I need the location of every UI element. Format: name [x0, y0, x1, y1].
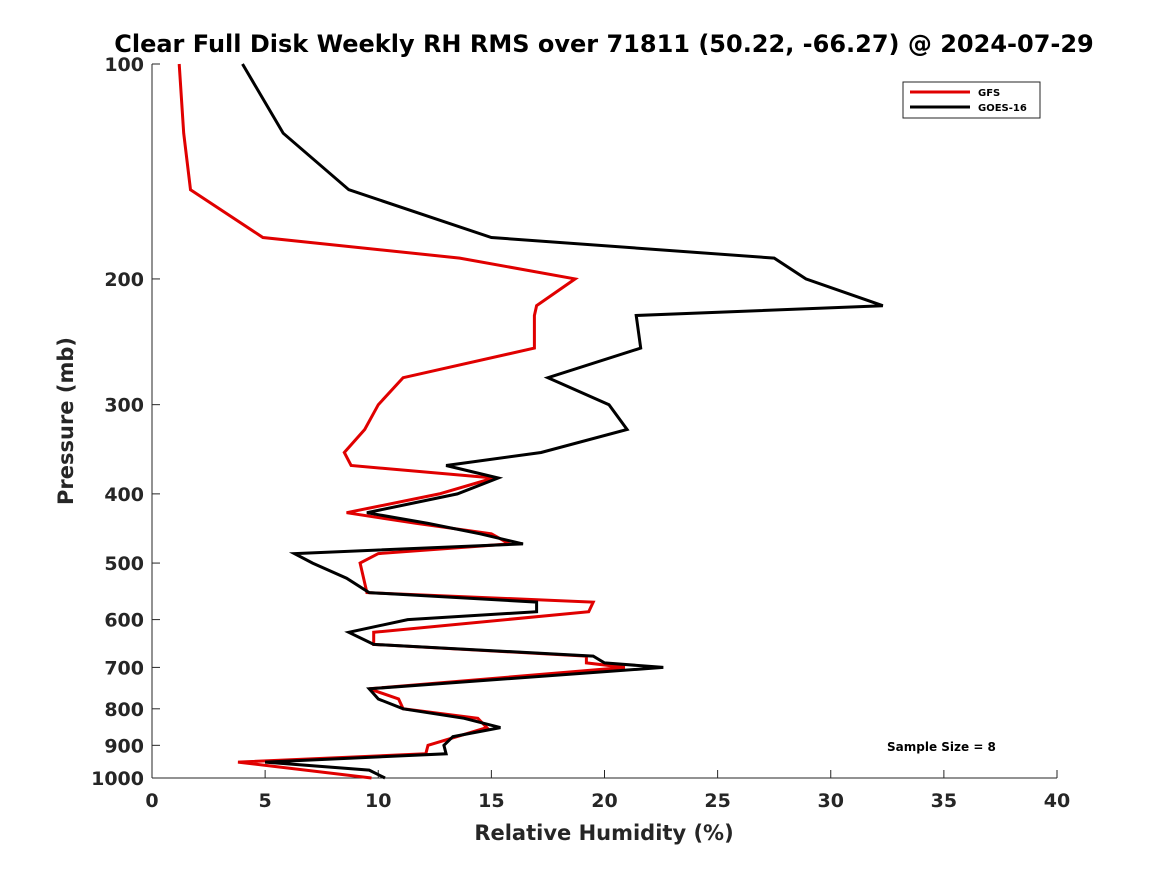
y-tick-label: 600	[104, 610, 144, 632]
legend: GFS GOES-16	[902, 81, 1041, 119]
x-tick-label: 40	[1044, 790, 1070, 812]
sample-size-annotation: Sample Size = 8	[887, 740, 996, 754]
chart-title: Clear Full Disk Weekly RH RMS over 71811…	[114, 30, 1094, 58]
x-tick-label: 35	[931, 790, 957, 812]
legend-label-goes16: GOES-16	[978, 103, 1027, 114]
x-axis-ticks: 0 5 10 15 20 25 30 35 40	[145, 770, 1070, 812]
legend-box	[902, 81, 1041, 119]
y-tick-label: 900	[104, 735, 144, 757]
y-tick-label: 800	[104, 699, 144, 721]
x-tick-label: 10	[365, 790, 391, 812]
plot-area: 0 5 10 15 20 25 30 35 40 100 200 300 400 500 600 700 80…	[91, 54, 1070, 812]
y-axis-ticks: 100 200 300 400 500 600 700 800 900 1000	[91, 54, 160, 790]
y-tick-label: 500	[104, 553, 144, 575]
x-tick-label: 0	[145, 790, 158, 812]
y-tick-label: 700	[104, 657, 144, 679]
y-tick-label: 300	[104, 395, 144, 417]
y-tick-label: 400	[104, 484, 144, 506]
y-tick-label: 1000	[91, 768, 144, 790]
y-axis-title: Pressure (mb)	[54, 337, 78, 505]
x-tick-label: 15	[478, 790, 504, 812]
x-tick-label: 25	[704, 790, 730, 812]
x-tick-label: 5	[259, 790, 272, 812]
series-lines	[177, 63, 884, 780]
series-line-goes16	[241, 63, 884, 780]
legend-label-gfs: GFS	[978, 88, 1000, 99]
y-tick-label: 200	[104, 269, 144, 291]
y-tick-label: 100	[104, 54, 144, 76]
x-tick-label: 30	[818, 790, 844, 812]
x-tick-label: 20	[591, 790, 617, 812]
x-axis-title: Relative Humidity (%)	[474, 821, 733, 845]
